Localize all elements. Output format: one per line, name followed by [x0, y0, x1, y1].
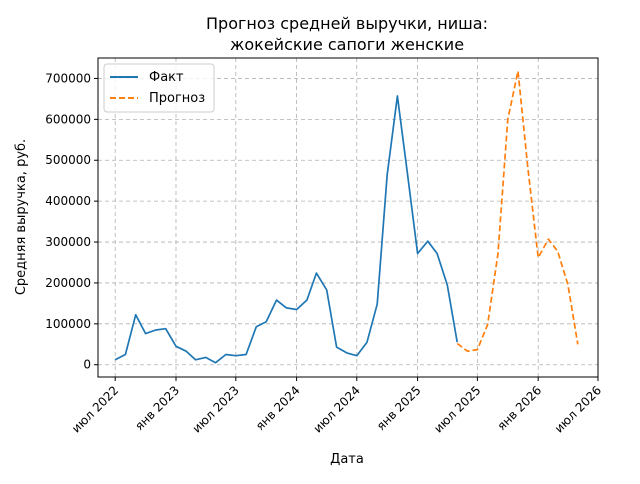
- y-tick-label: 700000: [45, 71, 91, 85]
- chart-title-line2: жокейские сапоги женские: [230, 35, 464, 54]
- y-tick-label: 600000: [45, 112, 91, 126]
- y-tick-label: 400000: [45, 194, 91, 208]
- legend-label-fact: Факт: [149, 70, 184, 85]
- legend-label-forecast: Прогноз: [149, 91, 205, 106]
- y-axis-label: Средняя выручка, руб.: [14, 139, 29, 295]
- y-tick-label: 0: [83, 358, 91, 372]
- chart-title-line1: Прогноз средней выручки, ниша:: [206, 14, 488, 33]
- x-axis-label: Дата: [330, 452, 364, 467]
- y-tick-label: 300000: [45, 235, 91, 249]
- y-tick-label: 100000: [45, 317, 91, 331]
- y-tick-label: 500000: [45, 153, 91, 167]
- legend: Факт Прогноз: [104, 64, 214, 112]
- y-tick-label: 200000: [45, 276, 91, 290]
